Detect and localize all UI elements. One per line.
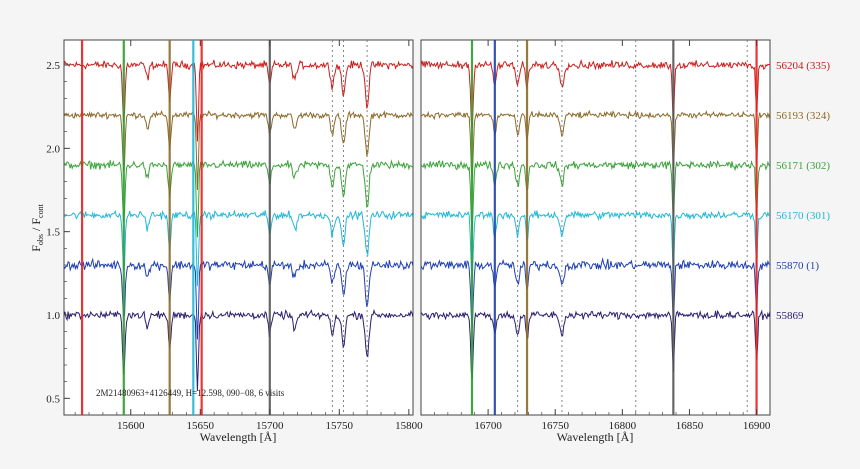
series-label: 56171 (302) <box>776 160 830 172</box>
series-label: 56170 (301) <box>776 210 830 222</box>
x-tick-label: 15600 <box>117 420 145 432</box>
x-tick-label: 15750 <box>326 420 354 432</box>
spectrum-series-line <box>64 59 413 142</box>
plot-area-left <box>63 39 414 416</box>
spectrum-series-line <box>421 159 770 231</box>
y-tick-label: 1.5 <box>46 227 60 239</box>
series-label: 55869 <box>776 310 804 322</box>
left-y-ticks: 0.5 1.0 1.5 2.0 2.5 <box>46 60 770 405</box>
spectrum-series-line <box>64 308 413 392</box>
y-tick-label: 1.0 <box>46 310 60 322</box>
x-tick-label: 16700 <box>474 420 502 432</box>
x-tick-label: 15700 <box>256 420 284 432</box>
y-axis-title: Fobs / Fcont <box>29 203 45 251</box>
left-content <box>64 40 413 415</box>
spectrum-series-line <box>421 109 770 179</box>
spectrum-series-line <box>421 257 770 329</box>
spectrum-series-line <box>64 159 413 238</box>
x-axis-title-right: Wavelength [Å] <box>557 430 634 444</box>
spectrum-series-line <box>64 209 413 286</box>
left-x-ticks: 15600 15650 15700 15750 15800 <box>74 40 423 432</box>
x-tick-label: 16850 <box>676 420 704 432</box>
spectrum-series-line <box>421 58 770 128</box>
spectrum-series-line <box>421 309 770 379</box>
panel-left: 15600 15650 15700 15750 15800 0.5 1.0 1.5 2.0 2.… <box>46 39 770 432</box>
x-tick-label: 16750 <box>541 420 569 432</box>
series-label: 56193 (324) <box>776 110 830 122</box>
panel-plot-content <box>64 40 413 415</box>
series-label: 56204 (335) <box>776 60 830 72</box>
x-axis-title-left: Wavelength [Å] <box>200 430 277 444</box>
y-tick-label: 2.5 <box>46 60 60 72</box>
panel-right: 16700 16750 16800 16850 16900 <box>420 39 771 432</box>
spectrum-series-line <box>421 209 770 279</box>
spectrum-series-line <box>64 257 413 340</box>
spectrum-series-line <box>64 109 413 191</box>
plot-area-right <box>420 39 771 416</box>
series-label: 55870 (1) <box>776 260 819 272</box>
x-tick-label: 16900 <box>743 420 771 432</box>
y-tick-label: 2.0 <box>46 143 60 155</box>
annotation-text: 2M21480963+4126449, H=12.598, 090−08, 6 … <box>96 388 285 398</box>
x-tick-label: 15650 <box>187 420 215 432</box>
panel-plot-content <box>421 40 770 415</box>
right-content <box>421 40 770 415</box>
series-labels: 56204 (335) 56193 (324) 56171 (302) 56170 (… <box>776 60 830 322</box>
x-tick-label: 16800 <box>609 420 637 432</box>
x-tick-label: 15800 <box>395 420 423 432</box>
right-x-ticks: 16700 16750 16800 16850 16900 <box>420 40 771 432</box>
y-tick-label: 0.5 <box>46 393 60 405</box>
